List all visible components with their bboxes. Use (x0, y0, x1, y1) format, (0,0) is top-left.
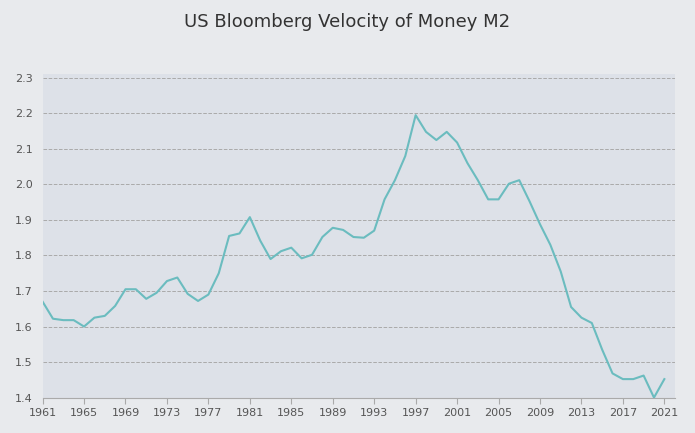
Text: US Bloomberg Velocity of Money M2: US Bloomberg Velocity of Money M2 (184, 13, 511, 31)
